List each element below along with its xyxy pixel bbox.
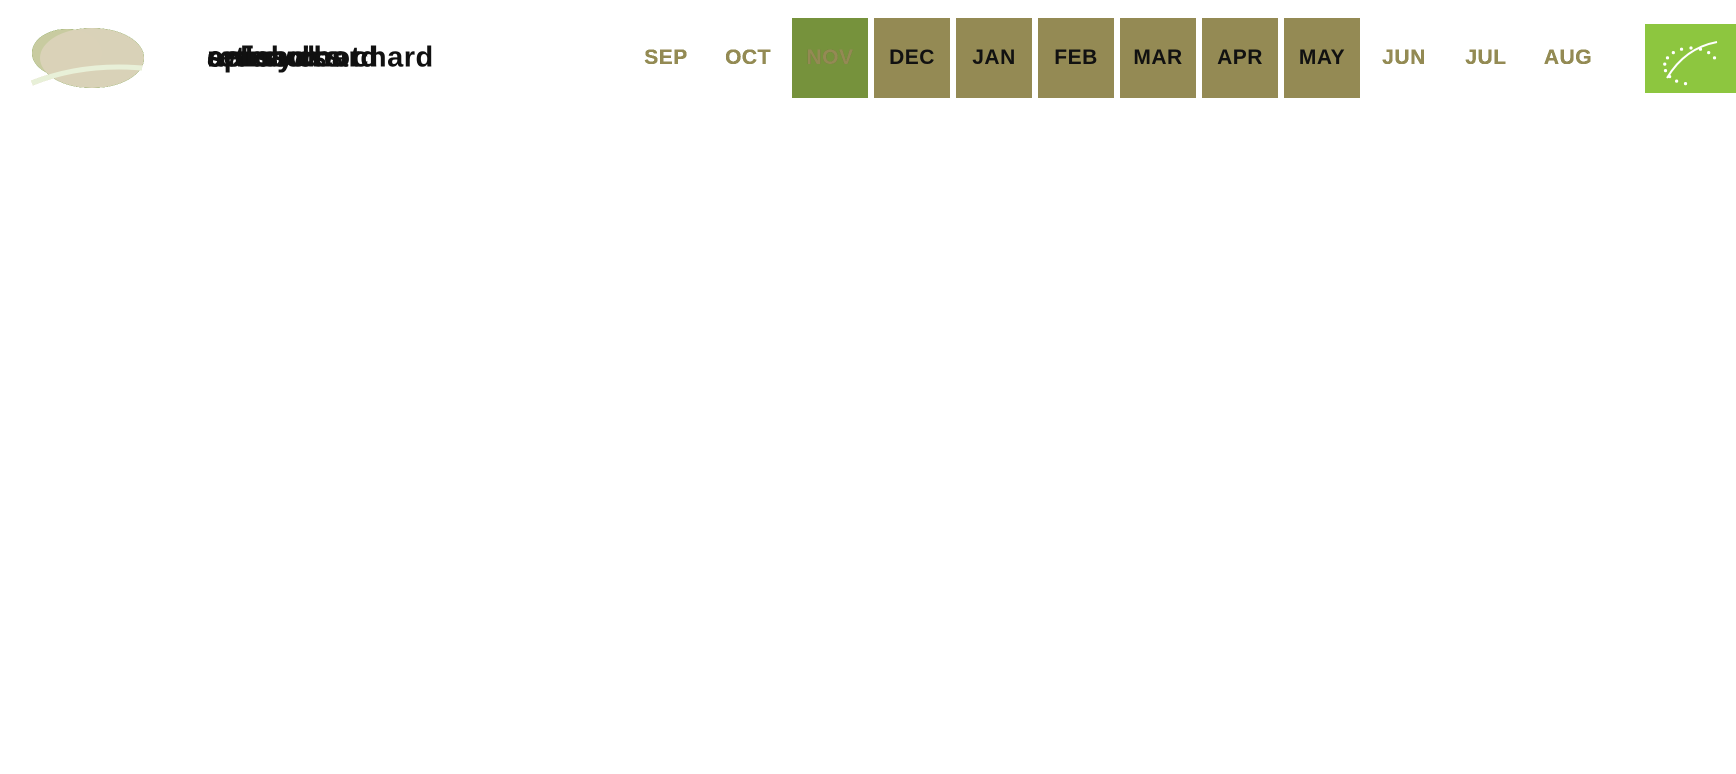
- logo-star: [1675, 79, 1678, 82]
- logo-star: [1666, 56, 1669, 59]
- month-in-season: MAR: [1120, 18, 1196, 98]
- month-in-season: JAN: [956, 18, 1032, 98]
- logo-star: [1672, 51, 1675, 54]
- month-in-season: FEB: [1038, 18, 1114, 98]
- season-calendar: swiss chardSEPOCTNOVDECJANFEBMARAPRMAYJU…: [0, 0, 1736, 774]
- logo-star: [1713, 56, 1716, 59]
- month-label: SEP: [628, 18, 704, 98]
- month-in-season: MAY: [1284, 18, 1360, 98]
- product-image: [12, 8, 162, 108]
- product-name: celery root: [207, 42, 361, 75]
- month-label: OCT: [710, 18, 786, 98]
- logo-star: [1680, 48, 1683, 51]
- logo-star: [1689, 46, 1692, 49]
- logo-bg: [1645, 24, 1736, 93]
- logo-star: [1664, 69, 1667, 72]
- logo-star: [1663, 63, 1666, 66]
- logo-star: [1707, 51, 1710, 54]
- month-label: JUN: [1366, 18, 1442, 98]
- month-label: JUL: [1448, 18, 1524, 98]
- month-in-season: DEC: [874, 18, 950, 98]
- month-label: AUG: [1530, 18, 1606, 98]
- logo-star: [1684, 82, 1687, 85]
- month-label: NOV: [792, 18, 868, 98]
- organic-logo: [1645, 24, 1736, 93]
- month-in-season: APR: [1202, 18, 1278, 98]
